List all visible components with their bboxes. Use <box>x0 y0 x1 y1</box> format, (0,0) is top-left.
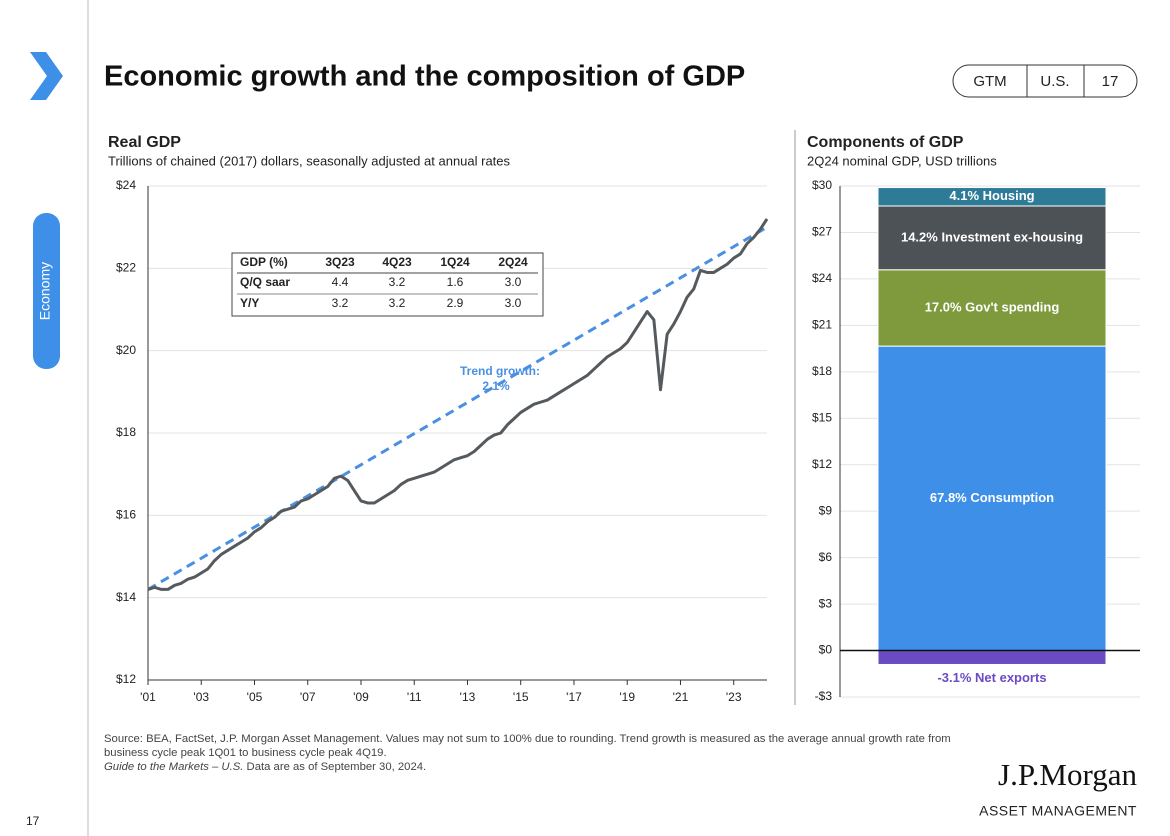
badge: 17 <box>1102 73 1119 90</box>
chart-subtitle: 2Q24 nominal GDP, USD trillions <box>807 153 997 168</box>
x-tick-label: '19 <box>619 690 635 704</box>
table-cell: 3Q23 <box>325 255 355 269</box>
table-cell: 2.9 <box>447 296 464 310</box>
y-tick-label: $18 <box>116 425 136 439</box>
x-tick-label: '03 <box>193 690 209 704</box>
gdp-line <box>147 218 769 591</box>
source-note: Source: BEA, FactSet, J.P. Morgan Asset … <box>104 733 951 759</box>
y-tick-label: $12 <box>812 457 832 471</box>
table-cell: GDP (%) <box>240 255 288 269</box>
table-cell: 3.2 <box>389 296 406 310</box>
section-tab <box>33 213 60 369</box>
segment-label: -3.1% Net exports <box>937 670 1046 685</box>
y-tick-label: $9 <box>819 503 833 517</box>
y-tick-label: $30 <box>812 178 832 192</box>
y-tick-label: $6 <box>819 550 833 564</box>
y-tick-label: $21 <box>812 318 832 332</box>
y-tick-label: $15 <box>812 410 832 424</box>
y-tick-label: $18 <box>812 364 832 378</box>
table-cell: Q/Q saar <box>240 275 290 289</box>
logo: J.P.Morgan <box>998 757 1137 792</box>
y-tick-label: $24 <box>812 271 832 285</box>
segment-label: 4.1% Housing <box>949 188 1034 203</box>
trend-label: 2.1% <box>482 379 510 393</box>
segment-label: 14.2% Investment ex-housing <box>901 229 1083 244</box>
x-tick-label: '15 <box>513 690 529 704</box>
table-cell: 1.6 <box>447 275 464 289</box>
x-tick-label: '13 <box>460 690 476 704</box>
bar-segment <box>877 187 1107 207</box>
y-tick-label: $27 <box>812 225 832 239</box>
slide-title: Economic growth and the composition of G… <box>104 61 745 93</box>
guide-name: Guide to the Markets – U.S. <box>104 761 244 773</box>
segment-label: 67.8% Consumption <box>930 490 1054 505</box>
table-cell: 3.0 <box>505 296 522 310</box>
guide-note: Guide to the Markets – U.S. Data are as … <box>104 760 974 774</box>
segment-label: 17.0% Gov't spending <box>925 299 1060 314</box>
table-cell: 4Q23 <box>382 255 412 269</box>
as-of: Data are as of September 30, 2024. <box>246 761 427 773</box>
x-tick-label: '07 <box>300 690 316 704</box>
x-tick-label: '05 <box>247 690 263 704</box>
table-cell: Y/Y <box>240 296 259 310</box>
bar-segment <box>877 345 1107 652</box>
x-tick-label: '17 <box>566 690 582 704</box>
y-tick-label: $0 <box>819 643 833 657</box>
x-tick-label: '01 <box>140 690 156 704</box>
table-frame <box>231 252 544 317</box>
bar-segment <box>877 269 1107 347</box>
bar-segment <box>877 650 1107 665</box>
table-cell: 3.2 <box>389 275 406 289</box>
footnote: Source: BEA, FactSet, J.P. Morgan Asset … <box>104 732 974 774</box>
y-tick-label: $20 <box>116 343 136 357</box>
trend-label: Trend growth: <box>460 364 540 378</box>
y-tick-label: $24 <box>116 178 136 192</box>
x-tick-label: '11 <box>407 690 422 704</box>
table-cell: 2Q24 <box>498 255 528 269</box>
y-tick-label: $14 <box>116 590 136 604</box>
y-tick-label: $16 <box>116 508 136 522</box>
chart-title: Real GDP <box>108 134 181 151</box>
badge-frame <box>952 64 1138 98</box>
x-tick-label: '23 <box>726 690 742 704</box>
chart-subtitle: Trillions of chained (2017) dollars, sea… <box>108 153 511 168</box>
logo-subtitle: ASSET MANAGEMENT <box>979 803 1137 819</box>
x-tick-label: '21 <box>673 690 689 704</box>
y-tick-label: $3 <box>819 596 833 610</box>
x-tick-label: '09 <box>353 690 369 704</box>
badge: GTM <box>973 73 1006 90</box>
table-cell: 3.2 <box>332 296 349 310</box>
chart-title: Components of GDP <box>807 134 964 151</box>
table-cell: 3.0 <box>505 275 522 289</box>
page-number: 17 <box>26 814 40 828</box>
section-label: Economy <box>37 262 53 320</box>
badge: U.S. <box>1040 73 1069 90</box>
table-cell: 4.4 <box>332 275 349 289</box>
bar-segment <box>877 205 1107 271</box>
y-tick-label: $12 <box>116 672 136 686</box>
y-tick-label: -$3 <box>815 689 833 703</box>
table-cell: 1Q24 <box>440 255 470 269</box>
chevron <box>30 52 63 100</box>
y-tick-label: $22 <box>116 261 136 275</box>
